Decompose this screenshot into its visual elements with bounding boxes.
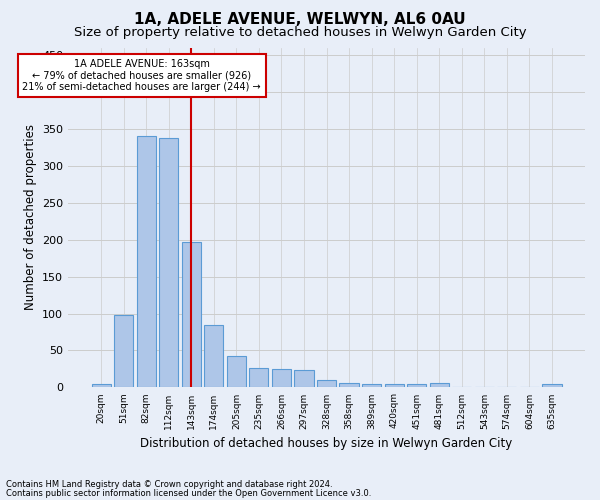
X-axis label: Distribution of detached houses by size in Welwyn Garden City: Distribution of detached houses by size … [140,437,512,450]
Bar [385,384,404,388]
Bar [317,380,336,388]
Bar [227,356,246,388]
Bar [250,368,268,388]
Text: Size of property relative to detached houses in Welwyn Garden City: Size of property relative to detached ho… [74,26,526,39]
Bar [92,384,111,388]
Bar [204,326,223,388]
Bar [137,136,156,388]
Bar [114,315,133,388]
Bar [407,384,426,388]
Bar [159,138,178,388]
Text: Contains HM Land Registry data © Crown copyright and database right 2024.: Contains HM Land Registry data © Crown c… [6,480,332,489]
Bar [475,386,494,388]
Y-axis label: Number of detached properties: Number of detached properties [23,124,37,310]
Bar [272,369,291,388]
Bar [520,386,539,388]
Bar [452,386,472,388]
Bar [362,384,381,388]
Bar [430,383,449,388]
Bar [295,370,314,388]
Text: 1A ADELE AVENUE: 163sqm
← 79% of detached houses are smaller (926)
21% of semi-d: 1A ADELE AVENUE: 163sqm ← 79% of detache… [22,58,261,92]
Bar [497,386,517,388]
Bar [182,242,201,388]
Bar [542,384,562,388]
Bar [340,383,359,388]
Text: 1A, ADELE AVENUE, WELWYN, AL6 0AU: 1A, ADELE AVENUE, WELWYN, AL6 0AU [134,12,466,28]
Text: Contains public sector information licensed under the Open Government Licence v3: Contains public sector information licen… [6,488,371,498]
